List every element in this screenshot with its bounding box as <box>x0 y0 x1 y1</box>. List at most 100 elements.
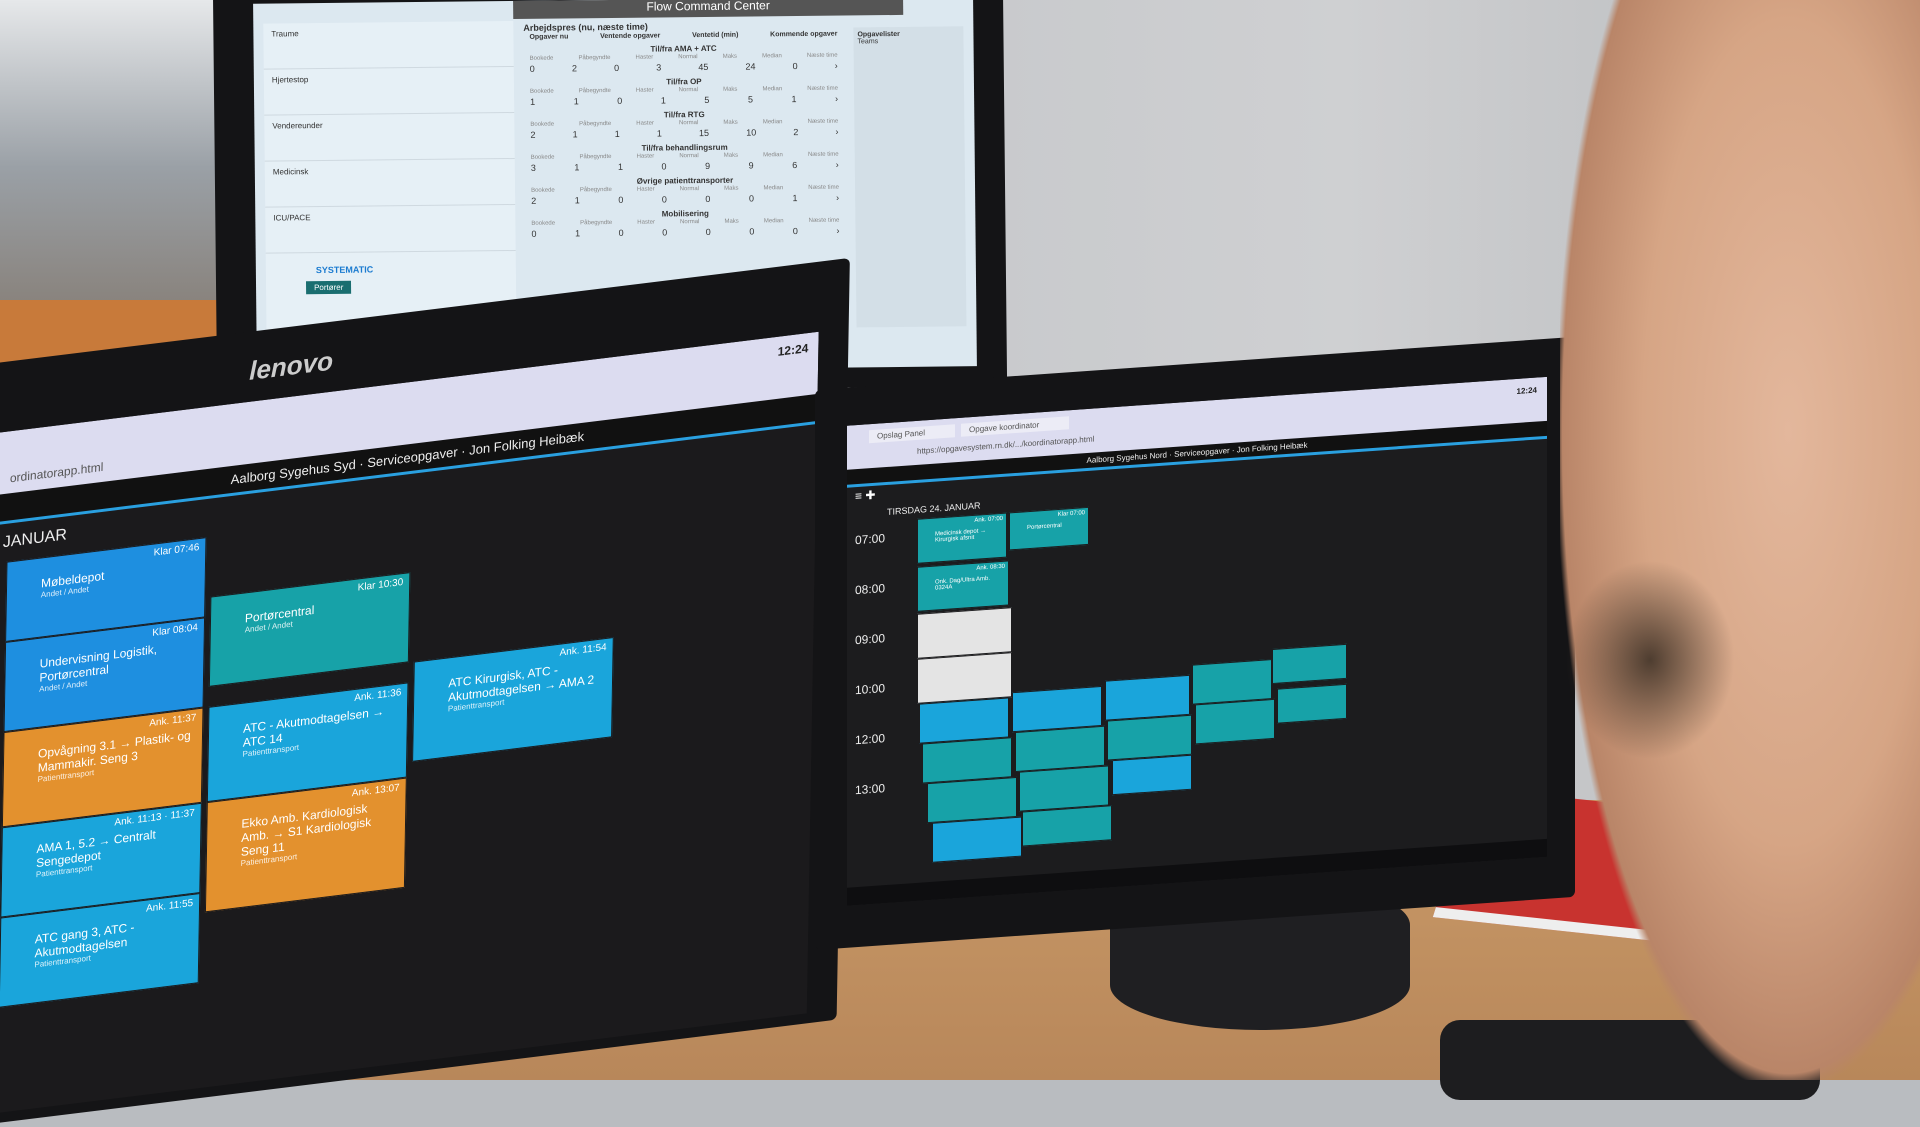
sub-label: Normal <box>679 153 699 160</box>
task-card-blurred[interactable] <box>919 697 1009 744</box>
sub-label: Bookede <box>531 220 556 227</box>
metric-value: 15 <box>698 127 710 139</box>
task-card-blurred[interactable] <box>917 607 1012 659</box>
left-item[interactable]: Traume <box>263 21 514 70</box>
metric-value: 10 <box>746 127 757 138</box>
left-item[interactable]: Vendereunder <box>264 112 515 162</box>
metric-value: 5 <box>747 94 753 105</box>
left-item[interactable]: ICU/PACE <box>265 204 516 254</box>
col-header: Ventende opgaver <box>600 32 661 41</box>
right-monitor: Opslag Panel Opgave koordinator https://… <box>815 336 1575 951</box>
menu-icon[interactable]: ≡ <box>855 488 863 504</box>
sub-label: Normal <box>678 87 699 94</box>
tab-portorer[interactable]: Portører <box>305 280 352 295</box>
chevron-right-icon[interactable]: › <box>836 225 840 236</box>
time-label: 07:00 <box>855 531 886 548</box>
task-card-blurred[interactable] <box>1112 754 1192 796</box>
browser-tab[interactable]: Opgave koordinator <box>961 416 1070 437</box>
metric-value: 0 <box>614 62 620 73</box>
workload-section[interactable]: Til/fra OP Bookede Påbegyndte Haster Normal M… <box>524 76 844 108</box>
left-monitor: lenovo ordinatorapp.html 12:24 Aalborg S… <box>0 257 850 1127</box>
task-card-blurred[interactable] <box>1022 805 1112 847</box>
sub-label: Maks <box>723 152 739 159</box>
card-status: Ank. 11:36 <box>354 687 402 705</box>
chevron-right-icon[interactable]: › <box>835 126 839 137</box>
sub-label: Haster <box>636 186 655 193</box>
card-status: Ank. 13:07 <box>351 782 400 800</box>
task-lists-pane: Opgavelister Teams <box>853 26 967 328</box>
clock: 12:24 <box>1516 385 1537 396</box>
add-icon[interactable]: ✚ <box>865 487 876 503</box>
task-card[interactable]: Klar 10:30 Portørcentral Andet / Andet <box>208 572 411 687</box>
metric-value: 1 <box>574 195 580 206</box>
card-status: Klar 10:30 <box>357 576 404 594</box>
card-status: Klar 07:46 <box>153 542 200 559</box>
left-item[interactable]: Hjertestop <box>263 67 515 116</box>
sub-label: Haster <box>635 54 654 61</box>
sub-label: Maks <box>723 119 738 126</box>
left-item[interactable]: Medicinsk <box>264 158 516 208</box>
workload-section[interactable]: Mobilisering Bookede Påbegyndte Haster Norma… <box>525 208 845 240</box>
chevron-right-icon[interactable]: › <box>834 93 839 104</box>
time-label: 10:00 <box>855 681 886 698</box>
sub-label: Bookede <box>531 187 555 194</box>
metric-value: 1 <box>614 128 620 139</box>
task-card[interactable]: Ank. 13:07 Ekko Amb. Kardiologisk Amb. → … <box>204 777 407 913</box>
sub-label: Påbegyndte <box>578 87 611 95</box>
time-label: 12:00 <box>855 731 886 748</box>
browser-tab[interactable]: Opslag Panel <box>869 424 956 444</box>
task-card-blurred[interactable] <box>927 776 1017 824</box>
chevron-right-icon[interactable]: › <box>835 159 839 170</box>
task-card[interactable]: Ank. 07:00 Medicinsk depot → Kirurgisk af… <box>917 512 1007 564</box>
workload-section[interactable]: Til/fra behandlingsrum Bookede Påbegyndte H… <box>525 142 845 174</box>
task-card[interactable]: Klar 07:00 Portørcentral <box>1009 506 1089 551</box>
card-title: Portørcentral <box>1027 522 1062 532</box>
task-card-blurred[interactable] <box>1107 714 1192 761</box>
task-card[interactable]: Ank. 11:54 ATC Kirurgisk, ATC - Akutmodta… <box>412 637 614 762</box>
task-card-blurred[interactable] <box>922 737 1012 784</box>
sub-label: Haster <box>637 219 655 226</box>
task-card-blurred[interactable] <box>917 652 1012 704</box>
workload-section[interactable]: Øvrige patienttransporter Bookede Påbegynd… <box>525 175 845 207</box>
sub-label: Påbegyndte <box>579 186 612 194</box>
sub-label: Påbegyndte <box>580 219 613 227</box>
task-card-blurred[interactable] <box>1105 674 1190 721</box>
metric-value: 24 <box>745 61 756 72</box>
task-card[interactable]: Ank. 08:30 Onk. Dag/Ultra Amb. 0324A <box>917 560 1009 612</box>
task-card-blurred[interactable] <box>1195 698 1275 745</box>
chevron-right-icon[interactable]: › <box>834 60 838 71</box>
metric-value: 0 <box>661 194 667 205</box>
task-card-blurred[interactable] <box>1012 685 1102 733</box>
col-header: Opgaver nu <box>529 33 569 41</box>
chevron-right-icon[interactable]: › <box>836 192 840 203</box>
task-card-blurred[interactable] <box>1277 683 1347 724</box>
metric-value: 3 <box>656 62 662 73</box>
sub-label: Maks <box>724 185 739 192</box>
workload-section[interactable]: Til/fra AMA + ATC Bookede Påbegyndte Haster… <box>524 43 844 75</box>
metric-value: 1 <box>792 193 798 204</box>
task-card-blurred[interactable] <box>1015 725 1105 773</box>
sub-label: Næste time <box>807 85 838 92</box>
sub-label: Næste time <box>806 52 838 59</box>
task-card-blurred[interactable] <box>1019 765 1109 812</box>
metric-value: 45 <box>698 61 709 73</box>
clock: 12:24 <box>777 341 809 359</box>
metric-value: 2 <box>571 63 577 74</box>
sub-label: Næste time <box>808 217 840 224</box>
sub-label: Haster <box>636 153 655 160</box>
time-label: 09:00 <box>855 631 886 648</box>
sub-label: Median <box>763 218 784 225</box>
metric-value: 9 <box>748 160 754 171</box>
task-card-blurred[interactable] <box>932 816 1022 863</box>
person-beard <box>1565 560 1735 760</box>
url-bar[interactable]: ordinatorapp.html <box>9 459 104 486</box>
sub-label: Haster <box>635 87 654 94</box>
card-status: Ank. 11:54 <box>559 641 607 659</box>
metric-value: 2 <box>793 127 799 138</box>
left-screen: ordinatorapp.html 12:24 Aalborg Sygehus … <box>0 331 819 1115</box>
task-card-blurred[interactable] <box>1272 643 1347 685</box>
workload-section[interactable]: Til/fra RTG Bookede Påbegyndte Haster Normal… <box>524 109 844 141</box>
card-status: Klar 07:00 <box>1057 510 1085 519</box>
metric-value: 0 <box>618 227 624 238</box>
task-card-blurred[interactable] <box>1192 659 1272 705</box>
